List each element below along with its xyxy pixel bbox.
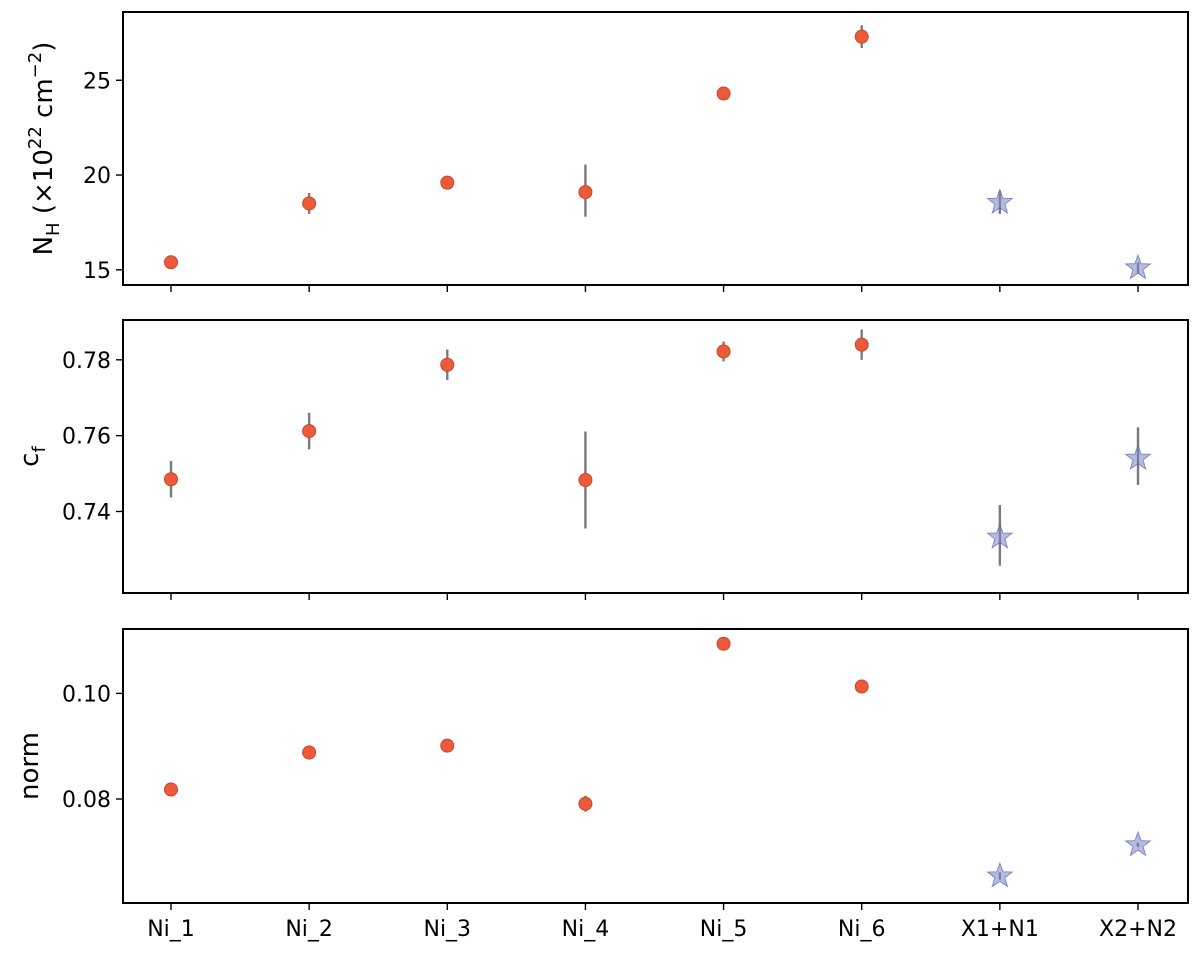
panel-nh: 15 20 25 NH (×1022 cm−2) xyxy=(25,11,1189,292)
nh-star-point-X1+N1 xyxy=(986,188,1014,215)
panel-norm: 0.08 0.10 Ni_1 Ni_2 Ni_3 Ni_4 Ni_5 Ni_6 X1+N1 X2+… xyxy=(15,628,1189,942)
cf-star-point-X2+N2 xyxy=(1124,443,1152,471)
cf-ylabel: cf xyxy=(15,446,50,467)
cf-ytick-label: 0.78 xyxy=(62,349,111,374)
cf-ytick-label: 0.74 xyxy=(62,500,111,525)
norm-point-Ni_4 xyxy=(578,796,593,811)
norm-point-Ni_3 xyxy=(440,738,455,753)
panel-cf: 0.74 0.76 0.78 cf xyxy=(15,319,1189,600)
norm-ytick-label: 0.10 xyxy=(62,682,111,707)
nh-plot-frame xyxy=(122,11,1189,286)
cf-point-Ni_4 xyxy=(578,473,593,488)
nh-ytick-label: 25 xyxy=(83,69,111,94)
norm-ylabel: norm xyxy=(15,732,45,800)
xtick-label-X2+N2: X2+N2 xyxy=(1099,917,1177,942)
norm-ytick-label: 0.08 xyxy=(62,788,111,813)
cf-plot-frame xyxy=(122,319,1189,594)
nh-star-point-X2+N2 xyxy=(1124,253,1152,280)
nh-point-Ni_2 xyxy=(302,196,317,211)
nh-point-Ni_4 xyxy=(578,185,593,200)
cf-ytick-label: 0.76 xyxy=(62,425,111,450)
norm-star-point-X1+N1 xyxy=(986,861,1014,888)
xtick-label-Ni_2: Ni_2 xyxy=(285,917,333,942)
norm-point-Ni_1 xyxy=(164,782,178,797)
nh-ylabel: NH (×1022 cm−2) xyxy=(25,42,64,256)
xtick-label-Ni_4: Ni_4 xyxy=(562,917,610,942)
xtick-label-Ni_5: Ni_5 xyxy=(700,917,748,942)
nh-ytick-label: 15 xyxy=(83,259,111,284)
xtick-label-Ni_1: Ni_1 xyxy=(147,917,195,942)
xtick-label-Ni_3: Ni_3 xyxy=(423,917,471,942)
cf-point-Ni_1 xyxy=(164,472,178,487)
nh-point-Ni_1 xyxy=(164,255,178,270)
cf-point-Ni_3 xyxy=(440,357,455,372)
nh-point-Ni_6 xyxy=(854,29,869,44)
cf-point-Ni_6 xyxy=(854,337,869,352)
cf-star-point-X1+N1 xyxy=(986,522,1014,549)
cf-point-Ni_5 xyxy=(716,344,731,359)
norm-point-Ni_5 xyxy=(716,636,731,651)
norm-point-Ni_2 xyxy=(302,745,317,760)
cf-point-Ni_2 xyxy=(302,424,317,439)
xtick-label-Ni_6: Ni_6 xyxy=(838,917,886,942)
norm-point-Ni_6 xyxy=(854,679,869,694)
norm-plot-frame xyxy=(122,628,1189,904)
xtick-label-X1+N1: X1+N1 xyxy=(961,917,1039,942)
nh-point-Ni_5 xyxy=(716,86,731,101)
nh-point-Ni_3 xyxy=(440,175,455,190)
norm-star-point-X2+N2 xyxy=(1124,830,1152,857)
nh-ytick-label: 20 xyxy=(83,164,111,189)
